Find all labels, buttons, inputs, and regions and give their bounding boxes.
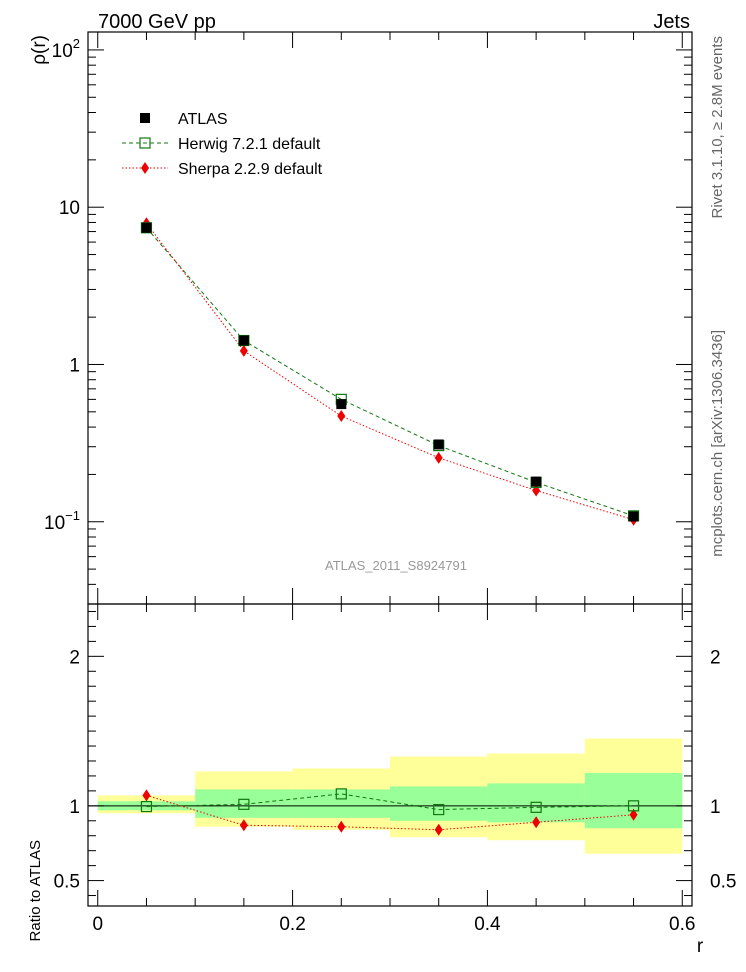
- ratio-series-1-point: [239, 819, 248, 832]
- legend-marker-2: [141, 162, 149, 174]
- ratio-y-tick-label: 0.5: [54, 872, 80, 893]
- series-2-point: [337, 410, 346, 423]
- series-line-2: [146, 222, 634, 521]
- ratio-y-tick-label-right: 2: [710, 647, 721, 668]
- x-tick-label: 0.4: [474, 914, 501, 935]
- main-y-tick-label: 10−1: [44, 508, 80, 534]
- ratio-line-0: [146, 793, 634, 811]
- ratio-y-tick-label: 1: [69, 797, 80, 818]
- uncertainty-band-inner: [195, 789, 293, 818]
- ratio-series-0-point: [627, 800, 640, 812]
- ratio-y-tick-label-right: 0.5: [710, 872, 736, 893]
- series-2-point: [434, 451, 443, 464]
- ratio-series-1-point: [142, 789, 151, 802]
- ratio-series-0-point: [530, 801, 542, 813]
- series-0-point: [238, 335, 249, 346]
- ratio-series-1-point: [629, 808, 638, 821]
- ratio-y-tick-label-right: 1: [710, 797, 721, 818]
- main-y-tick-label: 1: [69, 355, 80, 376]
- ratio-series-1-point: [434, 823, 443, 836]
- ratio-axes: 2 2 1 1 0.5 0.5 0 0.2 0.4 0.6: [54, 604, 736, 935]
- uncertainty-band-inner: [292, 789, 390, 818]
- x-tick-label: 0.2: [279, 914, 305, 935]
- legend-label-1: Herwig 7.2.1 default: [178, 136, 321, 153]
- series-2-point: [239, 344, 248, 357]
- x-tick-label: 0.6: [669, 914, 695, 935]
- ratio-series-0-point: [140, 800, 153, 813]
- series-0-point: [628, 511, 639, 522]
- analysis-watermark: ATLAS_2011_S8924791: [325, 558, 467, 573]
- main-plot-area: [140, 217, 640, 526]
- rivet-version-label: Rivet 3.1.10, ≥ 2.8M events: [709, 36, 726, 219]
- x-axis-label: r: [697, 936, 704, 957]
- legend-marker-1: [139, 137, 151, 149]
- series-0-point: [531, 476, 542, 487]
- main-y-tick-label: 102: [52, 36, 80, 62]
- legend: ATLAS Herwig 7.2.1 default Sherpa 2.2.9 de…: [122, 111, 323, 178]
- mcplots-reference-label: mcplots.cern.ch [arXiv:1306.3436]: [709, 330, 726, 557]
- ratio-panel: 2 2 1 1 0.5 0.5 0 0.2 0.4 0.6 Ratio to ATLAS r: [27, 603, 736, 957]
- legend-label-2: Sherpa 2.2.9 default: [178, 161, 323, 178]
- x-tick-label: 0: [92, 914, 103, 935]
- ratio-series-1-point: [337, 820, 346, 833]
- series-line-1: [146, 227, 634, 517]
- main-y-axis: 102 10 1 10−1: [44, 32, 692, 605]
- ratio-series-0-point: [238, 798, 250, 810]
- ratio-y-tick-label: 2: [69, 647, 80, 668]
- ratio-y-axis-label: Ratio to ATLAS: [27, 840, 44, 941]
- main-y-axis-label: ρ(r): [29, 35, 50, 65]
- ratio-plot-area: [88, 738, 692, 854]
- legend-label-0: ATLAS: [178, 111, 228, 128]
- legend-marker-0: [140, 113, 150, 123]
- series-0-point: [433, 439, 444, 450]
- series-0-point: [336, 399, 347, 410]
- ratio-series-1-point: [532, 816, 541, 829]
- series-0-point: [141, 222, 152, 233]
- main-panel: ATLAS_2011_S8924791 ATLAS Herwig 7.2.1 de…: [29, 31, 693, 605]
- plot-title: 7000 GeV pp: [98, 11, 216, 33]
- ratio-series-0-point: [433, 803, 445, 816]
- plot-process-label: Jets: [653, 11, 690, 33]
- ratio-series-0-point: [335, 788, 347, 800]
- ratio-line-1: [146, 794, 634, 831]
- main-y-tick-label: 10: [59, 198, 80, 219]
